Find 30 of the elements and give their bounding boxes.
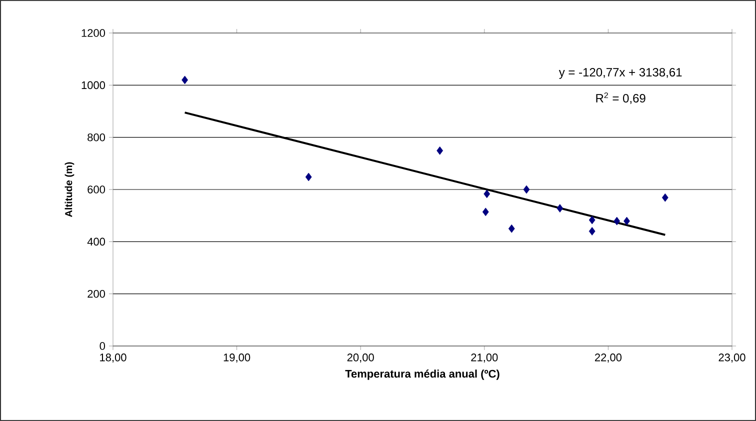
x-axis-title: Temperatura média anual (ºC) [345,369,500,380]
point [662,193,668,202]
x-tick-label: 22,00 [594,354,622,363]
y-tick-label: 800 [88,133,106,142]
y-tick-label: 200 [88,290,106,298]
point [436,146,444,155]
point [614,216,620,226]
point [588,216,596,224]
x-tick-label: 20,00 [347,354,374,363]
point [182,76,188,84]
point [556,204,564,212]
annotation: R$^{2}$ = 0,69 [596,92,646,104]
x-tick-label: 23,00 [718,354,746,363]
annotation: y = -120,77x + 3138,61 [558,68,682,79]
y-axis-title: Altitude (m) [64,162,74,218]
point [588,227,596,236]
y-tick-label: 1000 [82,81,106,90]
point [624,216,630,226]
y-tick-label: 400 [87,238,106,246]
x-tick-label: 21,00 [471,354,498,363]
point [523,185,530,194]
x-tick-label: 19,00 [224,354,250,363]
y-tick-label: 600 [88,186,106,194]
point [508,224,515,233]
point [482,208,489,216]
y-tick-label: 0 [100,342,106,350]
x-tick-label: 18,00 [100,354,126,363]
y-tick-label: 1200 [82,29,106,37]
point [305,172,312,182]
point [484,190,490,198]
